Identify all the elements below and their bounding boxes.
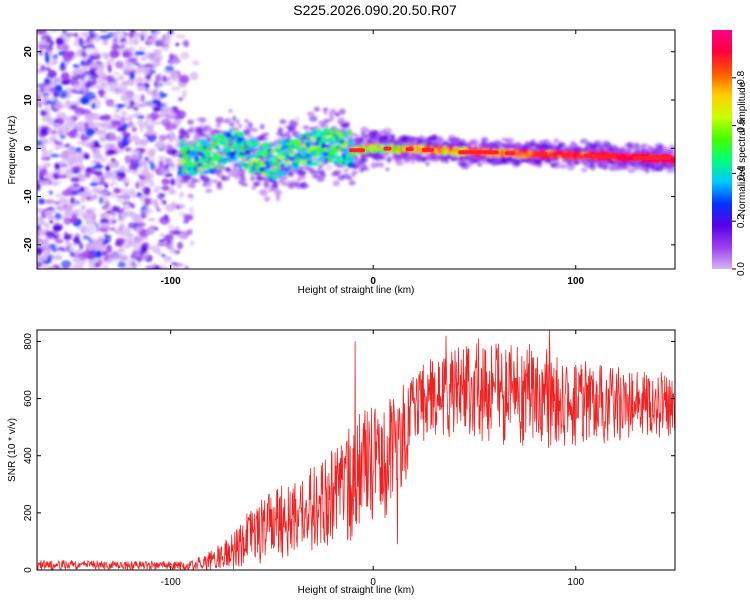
snr-x-axis-label: Height of straight line (km) [298, 585, 415, 596]
spectrogram-peak-segment [504, 151, 515, 156]
spectrogram-noise-blobs [37, 30, 206, 269]
spectrogram-peaks [348, 146, 671, 161]
spectrogram-peak-segment [602, 154, 617, 159]
spectrogram-y-axis-label: Frequency (Hz) [7, 116, 18, 185]
spectrogram-peak-segment [561, 153, 570, 158]
colorbar-tick-label: 0.6 [736, 118, 747, 132]
spectrogram-peak-segment [583, 153, 597, 158]
snr-y-tick-label: 200 [23, 504, 34, 521]
snr-y-tick-label: 800 [23, 333, 34, 350]
spectrogram-peak-segment [458, 150, 499, 155]
colorbar-ticks: 0.0 0.2 0.4 0.6 0.8 [732, 70, 747, 276]
spectrogram-peak-segment [421, 147, 434, 152]
spectrogram-x-tick-label: 100 [567, 276, 584, 287]
spectrogram-x-tick-label: -100 [161, 276, 181, 287]
spectrogram-peak-segment [405, 147, 414, 152]
spectrogram-y-tick-label: 10 [23, 94, 34, 106]
colorbar-tick-label: 0.0 [736, 262, 747, 276]
snr-y-axis-label: SNR (10 * v/v) [7, 418, 18, 482]
colorbar-tick-label: 0.2 [736, 214, 747, 228]
spectrogram-frame [36, 29, 676, 270]
chart-title: S225.2026.090.20.50.R07 [293, 2, 457, 18]
spectrogram-x-axis-label: Height of straight line (km) [298, 285, 415, 296]
spectrogram-peak-segment [535, 152, 548, 157]
spectrogram-peak-segment [348, 148, 366, 153]
colorbar-label: Normalized spectral amplitude [737, 81, 748, 216]
snr-y-tick-label: 600 [23, 390, 34, 407]
spectrogram-y-tick-label: -10 [23, 189, 34, 204]
spectrogram-x-tick-label: 0 [370, 276, 376, 287]
snr-y-tick-label: 0 [23, 567, 34, 573]
snr-frame [36, 329, 676, 571]
snr-x-tick-label: 0 [370, 577, 376, 588]
snr-panel: -100 0 100 0 200 400 600 800 Height of straight… [7, 329, 676, 596]
colorbar-tick-label: 0.4 [736, 166, 747, 180]
colorbar: 0.0 0.2 0.4 0.6 0.8 Normalized spectral ampl… [712, 30, 748, 276]
spectrogram-peak-segment [383, 146, 392, 151]
spectrogram-y-tick-label: -20 [23, 237, 34, 252]
spectrogram-peak-segment [632, 156, 671, 161]
spectrogram-y-tick-label: 0 [23, 145, 34, 151]
snr-x-tick-label: -100 [161, 577, 181, 588]
snr-y-tick-label: 400 [23, 447, 34, 464]
snr-x-tick-label: 100 [567, 577, 584, 588]
snr-ticks: -100 0 100 0 200 400 600 800 [23, 330, 675, 588]
spectrogram-area [37, 30, 675, 269]
colorbar-tick-label: 0.8 [736, 70, 747, 84]
colorbar-gradient [712, 30, 732, 269]
snr-series-line [37, 330, 675, 570]
spectrogram-y-tick-label: 20 [23, 46, 34, 58]
